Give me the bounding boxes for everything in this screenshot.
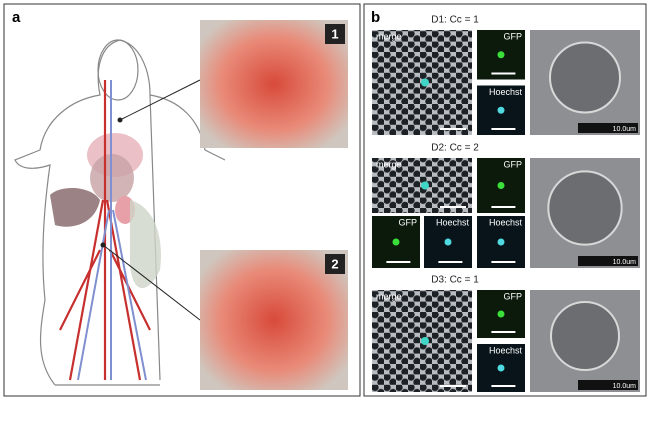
cell — [444, 238, 452, 246]
sem-scale: 10.0um — [613, 259, 637, 266]
channel-label: Hoechst — [489, 87, 523, 97]
channel-label: GFP — [503, 31, 522, 41]
sem-pore — [549, 41, 621, 114]
channel-label: GFP — [398, 217, 417, 227]
organs — [50, 80, 161, 381]
channel-label: Hoechst — [489, 345, 523, 355]
channel-label: Hoechst — [436, 217, 470, 227]
surgery-photo — [200, 250, 348, 390]
channel-label: merge — [376, 291, 402, 301]
inset-badge — [325, 254, 345, 274]
cell — [497, 51, 505, 59]
inset-number: 2 — [331, 256, 338, 271]
pointer-dot — [117, 117, 123, 123]
cell — [497, 364, 505, 372]
sem-pore — [547, 170, 623, 246]
channel-label: merge — [376, 159, 402, 169]
sem-pore — [550, 301, 620, 371]
pointer-line — [102, 244, 201, 321]
inset-number: 1 — [331, 26, 338, 41]
cell — [497, 182, 505, 189]
sem-bar — [578, 123, 638, 133]
cell — [421, 78, 429, 87]
cell — [421, 181, 429, 190]
row-title: D2: Cc = 2 — [431, 143, 479, 154]
channel-label: GFP — [503, 291, 522, 301]
sem-bar — [578, 256, 638, 266]
surgery-photo — [200, 20, 348, 148]
panel-label: b — [371, 9, 380, 26]
channel-label: Hoechst — [489, 217, 523, 227]
cell — [497, 238, 505, 246]
sem-bar — [578, 380, 638, 390]
cell — [497, 106, 505, 114]
pointer-dot — [100, 242, 106, 248]
row-title: D1: Cc = 1 — [431, 15, 479, 26]
inset-badge — [325, 24, 345, 44]
channel-label: GFP — [503, 159, 522, 169]
sem-scale: 10.0um — [613, 383, 637, 390]
channel-label: merge — [376, 31, 402, 41]
sem-scale: 10.0um — [613, 126, 637, 133]
cell — [392, 238, 400, 246]
pointer-line — [119, 79, 201, 121]
row-title: D3: Cc = 1 — [431, 275, 479, 286]
cell — [421, 337, 429, 345]
cell — [497, 310, 505, 318]
panel-label: a — [12, 9, 21, 26]
mouse-outline — [14, 39, 226, 386]
